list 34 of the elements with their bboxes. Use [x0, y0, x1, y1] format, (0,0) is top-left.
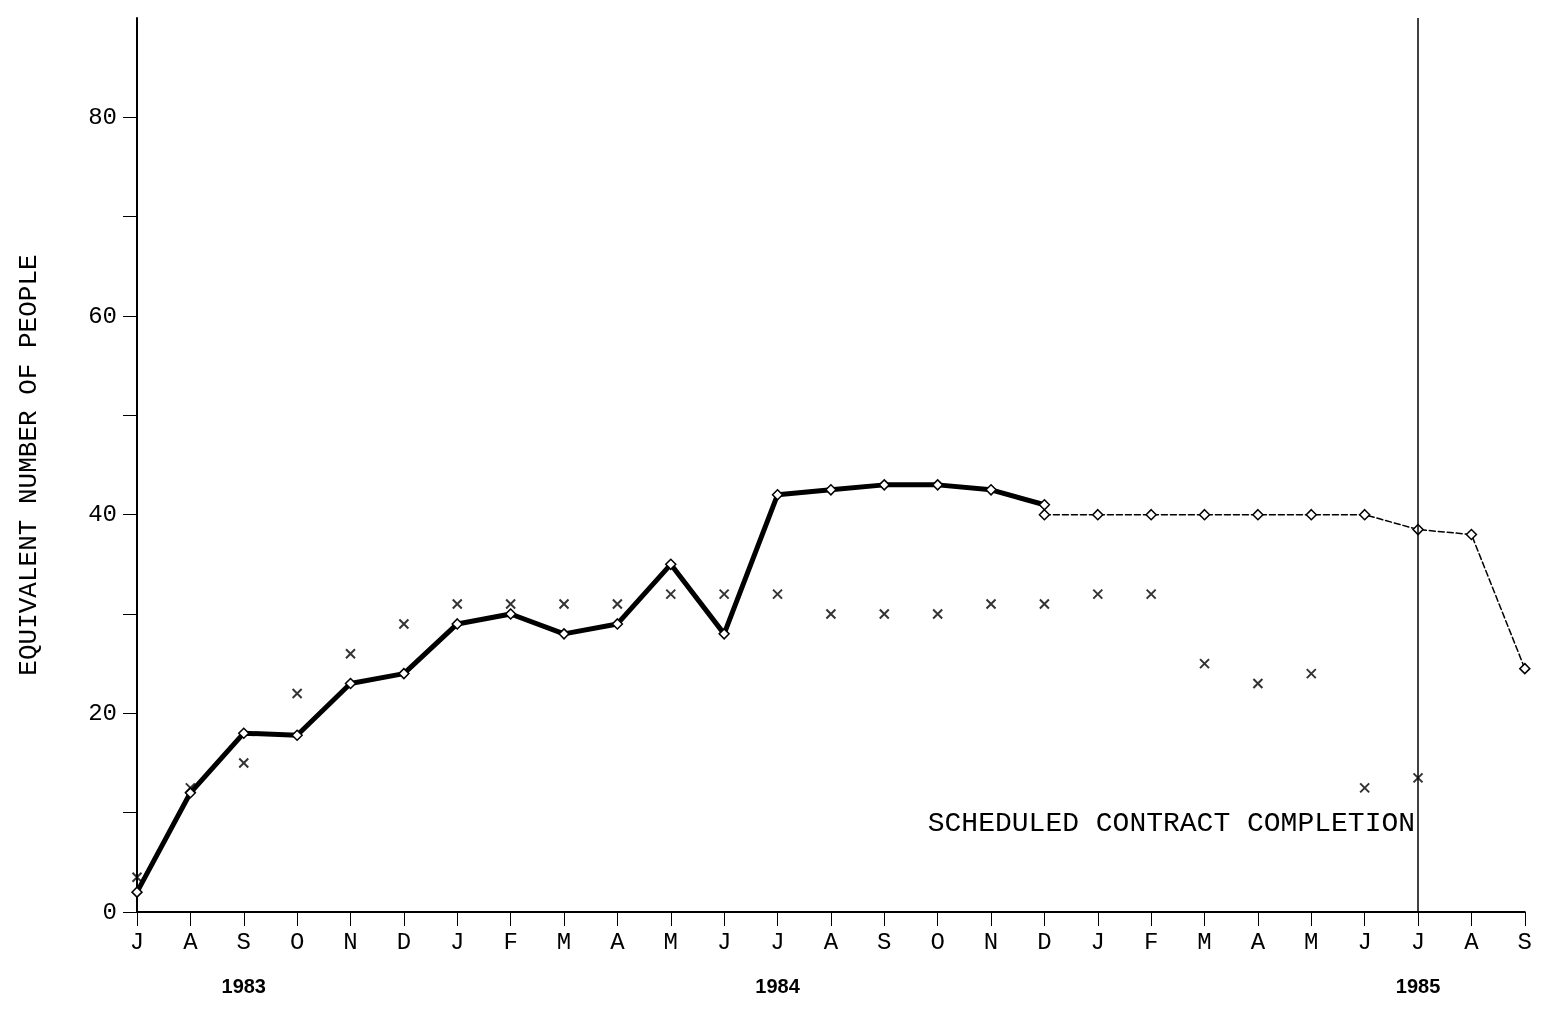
x-tick-label: N	[343, 928, 358, 956]
x-tick-label: J	[1357, 928, 1372, 956]
x-tick-label: S	[1517, 928, 1532, 956]
y-axis-title: EQUIVALENT NUMBER OF PEOPLE	[14, 254, 44, 676]
x-tick-label: D	[396, 928, 412, 956]
x-tick-label: D	[1037, 928, 1052, 956]
y-tick-label: 60	[88, 302, 117, 330]
x-tick-label: A	[1250, 928, 1266, 956]
y-tick-label: 0	[102, 898, 117, 926]
x-tick-label: J	[716, 928, 732, 956]
x-tick-label: S	[877, 928, 892, 956]
x-tick-label: J	[129, 928, 145, 956]
x-tick-label: J	[450, 928, 465, 956]
x-tick-label: A	[610, 928, 626, 956]
y-tick-label: 20	[88, 699, 117, 727]
x-tick-label: N	[983, 928, 999, 956]
x-tick-label: J 1985	[1395, 928, 1441, 997]
x-tick-label: F	[1143, 928, 1159, 956]
x-tick-label: J	[1090, 928, 1105, 956]
x-tick-label: M	[1304, 928, 1319, 956]
x-tick-label: J 1984	[755, 928, 801, 997]
x-tick-label: O	[289, 928, 305, 956]
x-tick-label: A	[1464, 928, 1480, 956]
ref-line-label: SCHEDULED CONTRACT COMPLETION	[927, 807, 1416, 839]
x-tick-label: S 1983	[221, 928, 266, 997]
x-tick-label: M	[1197, 928, 1212, 956]
x-tick-label: M	[556, 928, 572, 956]
x-tick-label: F	[503, 928, 518, 956]
x-tick-label: O	[930, 928, 945, 956]
x-tick-label: A	[183, 928, 199, 956]
y-tick-label: 80	[88, 103, 117, 131]
x-tick-label: A	[823, 928, 839, 956]
x-tick-label: M	[663, 928, 678, 956]
y-tick-label: 40	[88, 501, 117, 529]
